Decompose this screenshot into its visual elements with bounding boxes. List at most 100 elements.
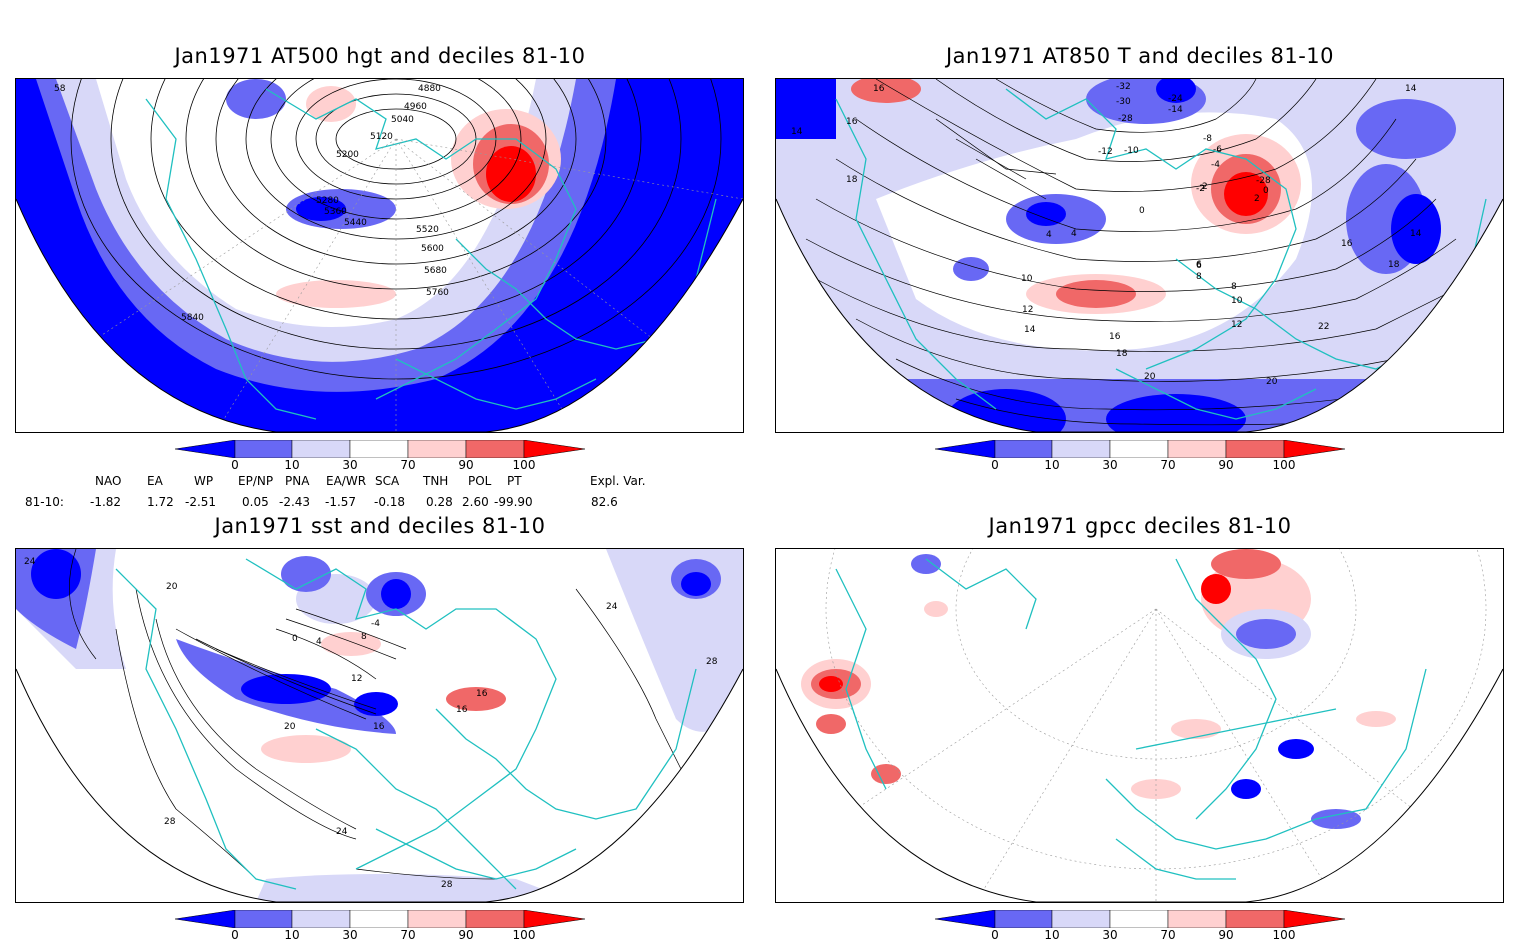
panel-3-contour-labels: 24 20 12 16 20 24 28 28 4 8 16 16 0 -4 2… — [24, 557, 718, 890]
contour-label: -2 — [1196, 184, 1205, 194]
colorbar-tick: 10 — [1044, 928, 1060, 942]
index-header: SCA — [375, 474, 400, 488]
colorbar-tick: 70 — [400, 458, 416, 472]
contour-label: 28 — [706, 657, 718, 667]
panel-2-map: 16 16 14 18 14 18 16 22 20 20 18 16 14 1… — [775, 78, 1504, 433]
colorbar-swatch — [407, 909, 467, 929]
colorbar-tick: 90 — [1218, 928, 1234, 942]
colorbar-tick: 70 — [400, 928, 416, 942]
contour-label: 18 — [846, 175, 858, 185]
contour-label: 5440 — [344, 218, 367, 228]
colorbar-swatch — [1051, 439, 1111, 459]
index-value: 1.72 — [147, 495, 174, 509]
contour-label: 8 — [1196, 272, 1202, 282]
contour-label: 5200 — [336, 150, 359, 160]
contour-label: -30 — [1116, 97, 1131, 107]
contour-label: 20 — [1266, 377, 1278, 387]
colorbar-swatch — [994, 909, 1053, 929]
colorbar-tick: 0 — [991, 458, 999, 472]
colorbar-swatch — [291, 909, 351, 929]
contour-label: -14 — [1168, 105, 1183, 115]
contour-label: 22 — [1318, 322, 1329, 332]
contour-label: 16 — [373, 722, 385, 732]
colorbar-swatch — [174, 909, 236, 929]
contour-label: 5760 — [426, 288, 449, 298]
colorbar-tick: 10 — [284, 458, 300, 472]
colorbar-swatch — [994, 439, 1053, 459]
contour-label: 18 — [1116, 349, 1128, 359]
panel-2-contour-labels: 16 16 14 18 14 18 16 22 20 20 18 16 14 1… — [791, 82, 1422, 387]
contour-label: -12 — [1098, 147, 1113, 157]
index-value: 82.6 — [591, 495, 618, 509]
colorbar-swatch — [349, 439, 409, 459]
contour-label: 28 — [164, 817, 176, 827]
contour-label: 16 — [873, 84, 885, 94]
contour-label: 2 — [1202, 182, 1208, 192]
contour-label: 14 — [791, 127, 803, 137]
contour-label: 0 — [1139, 206, 1145, 216]
index-row-label: 81-10: — [25, 495, 64, 509]
contour-label: 24 — [336, 827, 348, 837]
contour-label: 28 — [441, 880, 453, 890]
index-value: -99.90 — [494, 495, 533, 509]
colorbar-swatch — [234, 439, 293, 459]
colorbar-swatch — [1167, 909, 1227, 929]
colorbar-swatches — [174, 439, 586, 459]
colorbar-swatch — [1225, 909, 1285, 929]
contour-label: -4 — [1211, 160, 1220, 170]
index-value: 0.05 — [242, 495, 269, 509]
index-header: EA/WR — [326, 474, 367, 488]
index-value: -0.18 — [374, 495, 406, 509]
contour-label: 0 — [1263, 186, 1269, 196]
contour-label: 4 — [1046, 230, 1052, 240]
colorbar-swatch — [523, 909, 586, 929]
contour-label: 16 — [1341, 239, 1353, 249]
contour-label: 20 — [284, 722, 296, 732]
contour-label: 24 — [24, 557, 36, 567]
index-header: PNA — [285, 474, 310, 488]
panel-1-contour-labels: 5840 5760 5680 5600 5520 5440 5360 5280 … — [54, 84, 449, 323]
colorbar-swatch — [1225, 439, 1285, 459]
colorbar-tick: 100 — [512, 928, 536, 942]
colorbar-tick: 100 — [1272, 928, 1296, 942]
panel-2-title: Jan1971 AT850 T and deciles 81-10 — [945, 44, 1335, 68]
colorbar-swatch — [1167, 439, 1227, 459]
contour-label: 20 — [166, 582, 178, 592]
index-header: NAO — [95, 474, 122, 488]
contour-label: 6 — [1196, 260, 1202, 270]
colorbar-tick: 30 — [1102, 458, 1118, 472]
colorbar-bottom-right: 0 10 30 70 90 100 — [934, 909, 1346, 942]
contour-label: 2 — [1254, 194, 1260, 204]
index-value: 0.28 — [426, 495, 453, 509]
colorbar-swatch — [1051, 909, 1111, 929]
colorbar-swatch — [407, 439, 467, 459]
index-value: -2.51 — [185, 495, 217, 509]
contour-label: -28 — [1118, 114, 1133, 124]
contour-label: 4960 — [404, 102, 427, 112]
colorbar-top-left: 0 10 30 70 90 100 — [174, 439, 586, 476]
index-header: WP — [194, 474, 214, 488]
contour-label: 4880 — [418, 84, 441, 94]
colorbar-swatch — [291, 439, 351, 459]
contour-label: 5840 — [181, 313, 204, 323]
panel-3-title: Jan1971 sst and deciles 81-10 — [214, 514, 546, 538]
contour-label: -28 — [1256, 176, 1271, 186]
colorbar-tick: 30 — [342, 458, 358, 472]
colorbar-tick: 70 — [1160, 928, 1176, 942]
contour-label: 5680 — [424, 266, 447, 276]
index-header: POL — [468, 474, 492, 488]
panel-4-title: Jan1971 gpcc deciles 81-10 — [988, 514, 1292, 538]
colorbar-bottom-left: 0 10 30 70 90 100 — [174, 909, 586, 942]
colorbar-tick: 90 — [1218, 458, 1234, 472]
colorbar-swatch — [349, 909, 409, 929]
colorbar-tick: 30 — [342, 928, 358, 942]
contour-label: 14 — [1405, 84, 1417, 94]
colorbar-tick: 70 — [1160, 458, 1176, 472]
contour-label: 5520 — [416, 225, 439, 235]
contour-label: -4 — [371, 619, 380, 629]
contour-label: 4 — [1071, 229, 1077, 239]
colorbar-swatch — [1109, 909, 1169, 929]
colorbar-swatches — [934, 909, 1346, 929]
contour-label: 16 — [846, 117, 858, 127]
contour-label: 16 — [476, 689, 488, 699]
